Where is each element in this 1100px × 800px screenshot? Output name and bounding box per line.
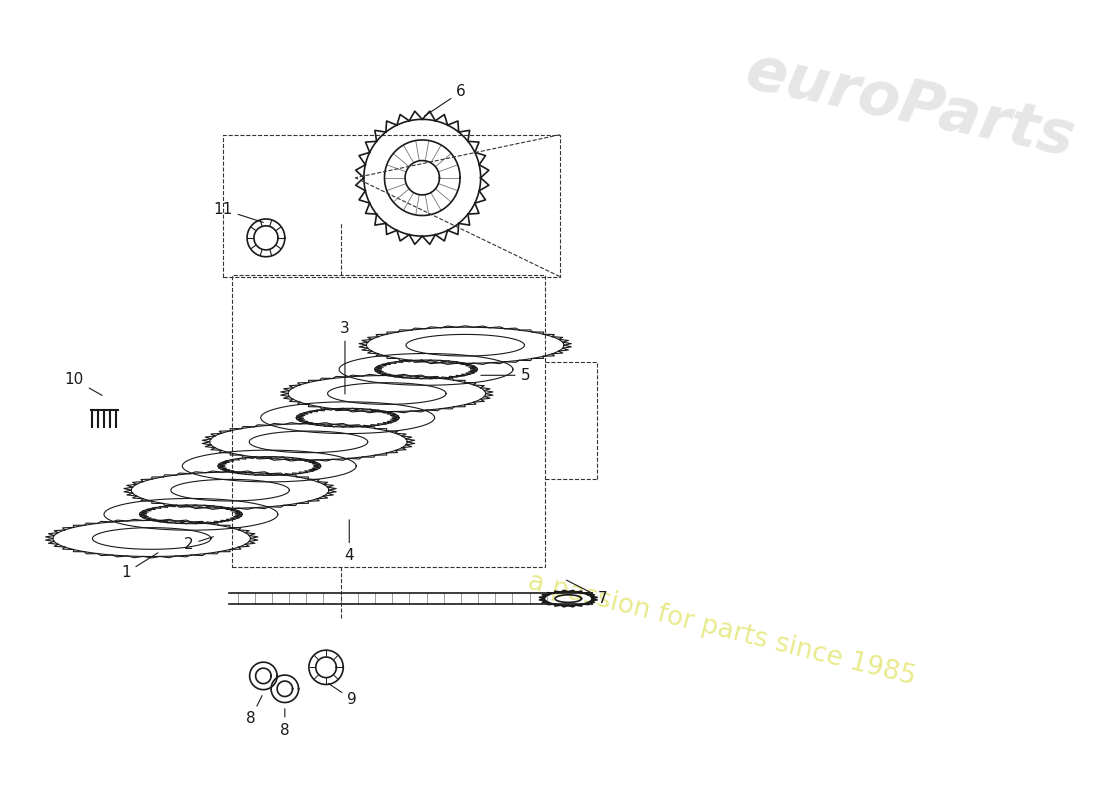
Bar [232, 274, 546, 567]
Text: 9: 9 [329, 683, 356, 706]
Text: 3: 3 [340, 321, 350, 394]
Text: 4: 4 [344, 520, 354, 563]
Text: euroParts: euroParts [740, 42, 1080, 170]
Text: 11: 11 [213, 202, 263, 222]
Text: 8: 8 [245, 695, 262, 726]
Text: a passion for parts since 1985: a passion for parts since 1985 [526, 569, 918, 690]
Text: 1: 1 [121, 553, 158, 580]
Text: 7: 7 [566, 580, 607, 606]
Text: 5: 5 [481, 368, 530, 382]
Text: 8: 8 [280, 709, 289, 738]
Bar [223, 134, 560, 277]
Text: 6: 6 [425, 84, 465, 116]
Text: 10: 10 [65, 372, 102, 395]
Text: 2: 2 [184, 537, 213, 552]
